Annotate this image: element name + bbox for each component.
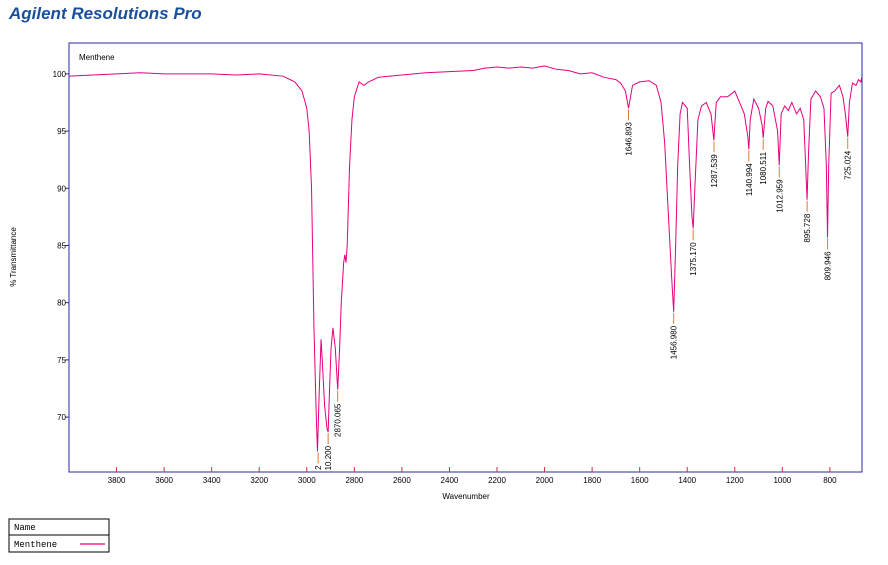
x-tick-label: 3800: [108, 476, 126, 485]
peak-label: 725.024: [844, 150, 853, 179]
peak-label: 1012.959: [775, 179, 784, 213]
spectrum-line: [69, 65, 862, 452]
x-tick-label: 1400: [678, 476, 696, 485]
y-axis-label: % Transmittance: [9, 227, 18, 287]
x-tick-label: 2000: [536, 476, 554, 485]
peak-label: 809.946: [824, 251, 833, 280]
y-tick-label: 75: [57, 356, 66, 365]
legend-entry: Menthene: [14, 540, 57, 550]
y-tick-label: 95: [57, 127, 66, 136]
y-tick-label: 80: [57, 299, 66, 308]
peak-label: 10.200: [324, 445, 333, 470]
peak-label: 1375.170: [689, 242, 698, 276]
x-tick-label: 800: [823, 476, 837, 485]
x-tick-label: 3600: [155, 476, 173, 485]
x-tick-label: 1800: [583, 476, 601, 485]
peak-label: 2870.065: [334, 403, 343, 437]
x-tick-label: 2600: [393, 476, 411, 485]
peak-label: 1287.539: [710, 154, 719, 188]
peak-label: 1080.511: [759, 151, 768, 184]
plot-frame: [68, 42, 863, 473]
y-tick-label: 90: [57, 184, 66, 193]
x-tick-label: 2800: [345, 476, 363, 485]
spectrum-name: Menthene: [79, 53, 115, 62]
peak-label: 1456.980: [670, 325, 679, 359]
x-tick-label: 2400: [441, 476, 459, 485]
x-tick-label: 2200: [488, 476, 506, 485]
x-tick-label: 3200: [250, 476, 268, 485]
x-axis-label: Wavenumber: [442, 492, 490, 501]
y-tick-label: 85: [57, 241, 66, 250]
y-tick-label: 100: [53, 70, 67, 79]
x-tick-label: 3000: [298, 476, 316, 485]
legend-header: Name: [14, 523, 36, 533]
peak-label: 1646.893: [625, 122, 634, 156]
app-title: Agilent Resolutions Pro: [8, 4, 202, 23]
peak-label: 1140.994: [745, 163, 754, 196]
x-tick-label: 1600: [631, 476, 649, 485]
x-tick-label: 1000: [773, 476, 791, 485]
peak-label: 895.728: [803, 213, 812, 242]
peak-label: 2: [314, 465, 323, 470]
x-tick-label: 3400: [203, 476, 221, 485]
x-tick-label: 1200: [726, 476, 744, 485]
y-tick-label: 70: [57, 413, 66, 422]
